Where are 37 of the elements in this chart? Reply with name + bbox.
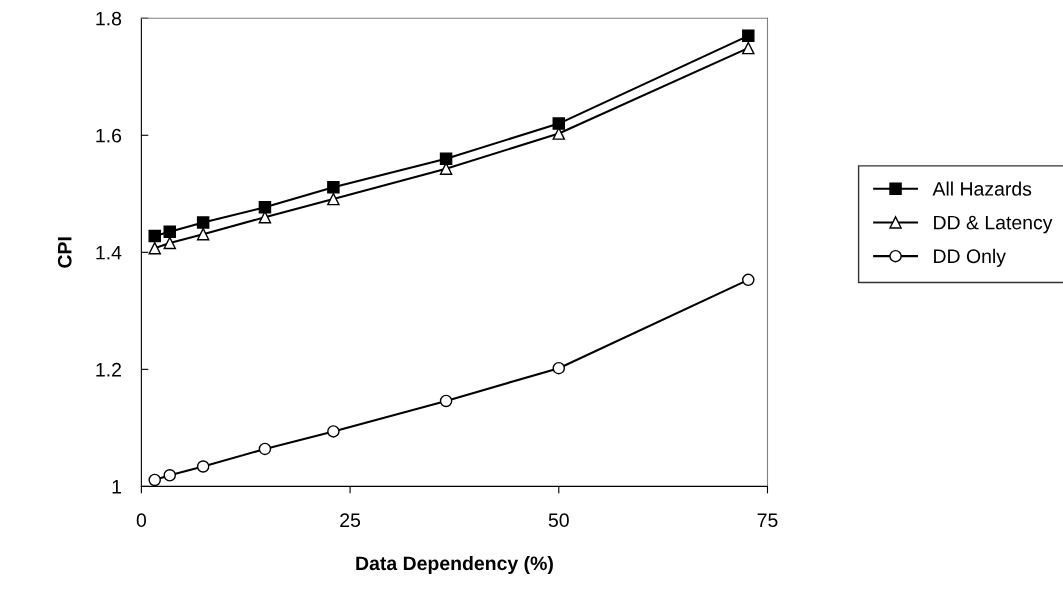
point xyxy=(742,29,755,43)
point xyxy=(439,394,453,408)
point xyxy=(258,442,272,456)
y-tick-label: 1.4 xyxy=(96,245,122,260)
x-tick-label: 25 xyxy=(340,513,361,528)
point xyxy=(163,236,177,250)
point xyxy=(196,460,210,473)
point xyxy=(327,181,340,194)
y-tick-label: 1 xyxy=(112,480,121,494)
x-axis-title: Data Dependency (%) xyxy=(356,555,553,575)
point xyxy=(439,152,453,165)
x-tick-label: 0 xyxy=(136,513,147,528)
y-tick-label: 1.6 xyxy=(96,128,122,143)
point xyxy=(742,41,755,55)
legend-label: DD Only xyxy=(934,248,1006,267)
point xyxy=(196,216,210,229)
point xyxy=(258,201,272,214)
point xyxy=(552,361,566,375)
y-tick-label: 1.8 xyxy=(96,11,122,26)
point xyxy=(327,425,340,438)
point xyxy=(552,127,566,140)
point xyxy=(163,225,177,239)
point xyxy=(148,241,161,255)
x-tick-label: 50 xyxy=(548,513,569,528)
x-tick-label: 75 xyxy=(757,513,778,528)
point xyxy=(148,229,161,243)
point xyxy=(439,162,453,175)
point xyxy=(163,469,177,482)
y-axis-title: CPI xyxy=(57,237,72,268)
point xyxy=(552,117,566,130)
point xyxy=(196,227,210,241)
point xyxy=(327,192,340,206)
legend-label: All Hazards xyxy=(932,181,1032,196)
y-tick-label: 1.2 xyxy=(96,362,121,377)
point xyxy=(742,273,755,287)
legend-label: DD & Latency xyxy=(934,215,1053,234)
point xyxy=(148,473,161,487)
